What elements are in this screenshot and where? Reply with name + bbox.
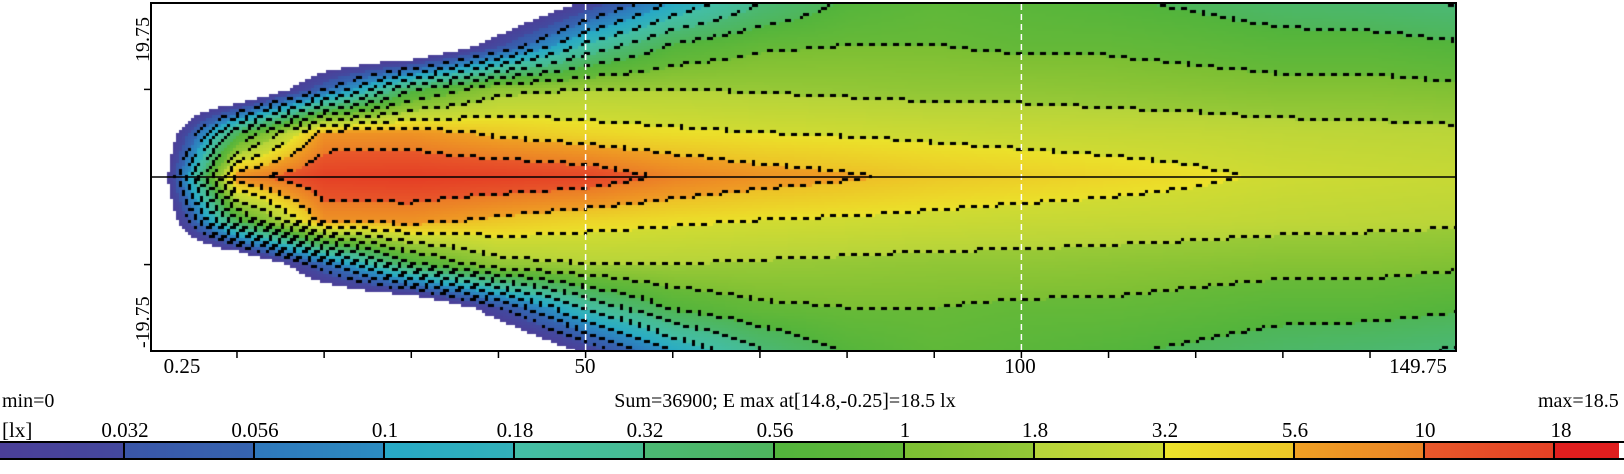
- colorbar-level-label: 0.18: [496, 418, 534, 442]
- colorbar-level-label: 1.8: [1021, 418, 1049, 442]
- x-tick-label: 0.25: [163, 354, 201, 378]
- colorbar-segment: [1035, 443, 1165, 458]
- colorbar-level-label: 18: [1550, 418, 1572, 442]
- plot-area: [150, 2, 1457, 352]
- colorbar-level-label: 3.2: [1151, 418, 1179, 442]
- colorbar-level-label: 0.32: [626, 418, 664, 442]
- x-tick-label: 100: [1004, 354, 1036, 378]
- colorbar-segment: [1165, 443, 1295, 458]
- colorbar: [0, 441, 1624, 460]
- colorbar-level-label: 0.056: [231, 418, 279, 442]
- colorbar-segment: [125, 443, 255, 458]
- summary-label: Sum=36900; E max at[14.8,-0.25]=18.5 lx: [614, 390, 956, 412]
- colorbar-segment: [1425, 443, 1555, 458]
- colorbar-segment: [905, 443, 1035, 458]
- colorbar-segment: [1295, 443, 1425, 458]
- plot-overlay: [152, 4, 1455, 350]
- x-tick-label: 149.75: [1389, 354, 1447, 378]
- y-tick-label-bottom: -19.75: [132, 296, 154, 348]
- colorbar-level-label: 5.6: [1281, 418, 1309, 442]
- colorbar-segment: [255, 443, 385, 458]
- max-label: max=18.5: [1538, 390, 1619, 412]
- colorbar-segment: [0, 443, 125, 458]
- colorbar-segment: [645, 443, 775, 458]
- colorbar-level-label: 10: [1414, 418, 1436, 442]
- colorbar-unit-label: [lx]: [2, 418, 33, 442]
- x-tick-label: 50: [574, 354, 596, 378]
- colorbar-level-label: 0.56: [756, 418, 794, 442]
- colorbar-segment: [1555, 443, 1619, 458]
- colorbar-segment: [775, 443, 905, 458]
- colorbar-level-label: 1: [899, 418, 911, 442]
- y-tick-label-top: 19.75: [132, 17, 154, 62]
- colorbar-level-label: 0.1: [371, 418, 399, 442]
- colorbar-level-label: 0.032: [101, 418, 149, 442]
- colorbar-segment: [515, 443, 645, 458]
- min-label: min=0: [2, 390, 55, 412]
- colorbar-segment: [385, 443, 515, 458]
